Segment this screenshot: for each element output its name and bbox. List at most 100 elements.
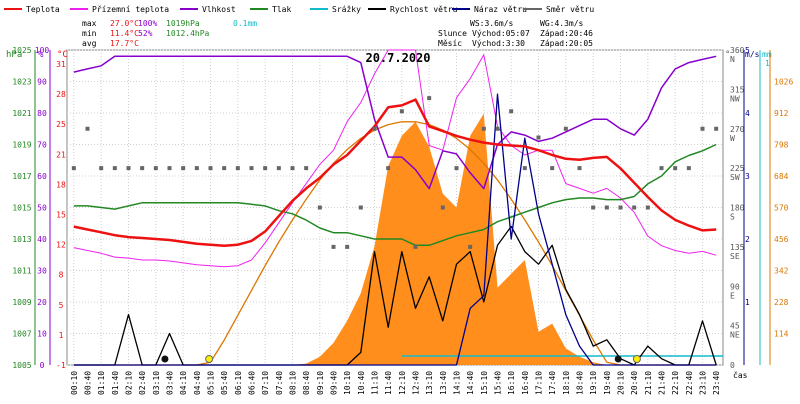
wind-direction-point: [167, 166, 172, 171]
pressure-line: [73, 143, 717, 247]
stats-min-humidity: 52%: [138, 29, 153, 38]
stats-moon-label: Měsíc: [438, 39, 462, 48]
legend-label: Směr větru: [546, 5, 594, 14]
pressure-tick: 1017: [12, 172, 31, 181]
time-tick: 18:10: [562, 371, 571, 395]
stats-wind-gust: WG:4.3m/s: [540, 19, 584, 28]
humidity-tick: 0: [40, 361, 45, 370]
time-tick: 21:40: [658, 371, 667, 395]
humidity-tick: 70: [37, 141, 47, 150]
wind-direction-point: [427, 96, 432, 101]
stats-wind-speed: WS:3.6m/s: [470, 19, 514, 28]
time-tick: 02:40: [138, 371, 147, 395]
time-tick: 22:10: [671, 371, 680, 395]
wind-direction-point: [304, 166, 309, 171]
direction-axis-label: °: [725, 50, 730, 60]
wind-direction-point: [235, 166, 240, 171]
radiation-tick: 228: [774, 298, 789, 307]
time-tick: 09:10: [316, 371, 325, 395]
wind-direction-point: [454, 166, 459, 171]
wind-tick: 1: [745, 298, 750, 307]
stats-max-pressure: 1019hPa: [166, 19, 200, 28]
time-tick: 03:40: [166, 371, 175, 395]
direction-label: W: [730, 134, 735, 143]
temperature-tick: 31: [56, 60, 66, 69]
stats-moonrise: Východ:3:30: [472, 39, 525, 48]
time-tick: 20:40: [630, 371, 639, 395]
legend-label: Srážky: [332, 5, 361, 14]
time-tick: 15:40: [494, 371, 503, 395]
humidity-tick: 100: [35, 46, 50, 55]
direction-tick: 135: [730, 243, 745, 252]
stats-max-humidity: 100%: [138, 19, 157, 28]
radiation-tick: 570: [774, 204, 789, 213]
direction-label: E: [730, 291, 735, 300]
direction-tick: 225: [730, 164, 745, 173]
time-tick: 18:40: [576, 371, 585, 395]
wind-direction-point: [495, 126, 500, 131]
wind-direction-point: [673, 166, 678, 171]
radiation-tick: 684: [774, 172, 789, 181]
wind-direction-point: [140, 166, 145, 171]
direction-tick: 315: [730, 85, 745, 94]
time-tick: 21:10: [644, 371, 653, 395]
wind-direction-point: [522, 166, 527, 171]
temperature-tick: 28: [56, 90, 66, 99]
legend-label: Tlak: [272, 5, 291, 14]
legend-label: Náraz větru: [474, 5, 527, 14]
temperature-tick: 25: [56, 120, 66, 129]
wind-tick: 2: [745, 235, 750, 244]
stats-min-pressure: 1012.4hPa: [166, 29, 210, 38]
time-tick: 22:40: [685, 371, 694, 395]
time-tick: 04:10: [179, 371, 188, 395]
radiation-tick: 114: [774, 330, 789, 339]
time-tick: 00:40: [84, 371, 93, 395]
time-tick: 00:10: [70, 371, 79, 395]
ground-temperature-line: [73, 49, 717, 268]
temperature-tick: 18: [56, 180, 66, 189]
wind-direction-point: [358, 205, 363, 210]
wind-direction-point: [413, 244, 418, 249]
time-tick: 23:10: [699, 371, 708, 395]
time-tick: 16:40: [521, 371, 530, 395]
wind-direction-point: [222, 166, 227, 171]
time-tick: 16:10: [507, 371, 516, 395]
direction-tick: 270: [730, 125, 745, 134]
wind-tick: 4: [745, 109, 750, 118]
time-tick: 12:10: [398, 371, 407, 395]
humidity-tick: 10: [37, 330, 47, 339]
chart-title: 20.7.2020: [365, 51, 430, 65]
stats-max-rain: 0.1mm: [233, 19, 257, 28]
pressure-tick: 1009: [12, 298, 31, 307]
time-tick: 19:10: [589, 371, 598, 395]
time-tick: 08:40: [302, 371, 311, 395]
wind-direction-point: [563, 126, 568, 131]
wind-direction-point: [618, 205, 623, 210]
humidity-tick: 20: [37, 298, 47, 307]
wind-direction-point: [372, 126, 377, 131]
stats-sunrise: Východ:05:07: [472, 29, 530, 38]
time-tick: 13:10: [425, 371, 434, 395]
wind-direction-point: [700, 126, 705, 131]
time-tick: 11:40: [384, 371, 393, 395]
wind-direction-point: [714, 126, 719, 131]
wind-gust-line: [73, 93, 717, 366]
wind-direction-point: [208, 166, 213, 171]
direction-tick: 45: [730, 322, 740, 331]
wind-direction-point: [194, 166, 199, 171]
sunset-marker: [632, 355, 641, 363]
moonset-marker: [614, 355, 622, 363]
time-tick: 23:40: [712, 371, 721, 395]
time-tick: 20:10: [617, 371, 626, 395]
temperature-tick: -1: [56, 361, 66, 370]
time-tick: 06:40: [248, 371, 257, 395]
temperature-line: [73, 98, 717, 247]
time-tick: 19:40: [603, 371, 612, 395]
temperature-tick: 1: [59, 331, 64, 340]
temperature-tick: 15: [56, 211, 66, 220]
time-tick: 03:10: [152, 371, 161, 395]
time-tick: 05:10: [207, 371, 216, 395]
direction-label: SW: [730, 173, 740, 182]
